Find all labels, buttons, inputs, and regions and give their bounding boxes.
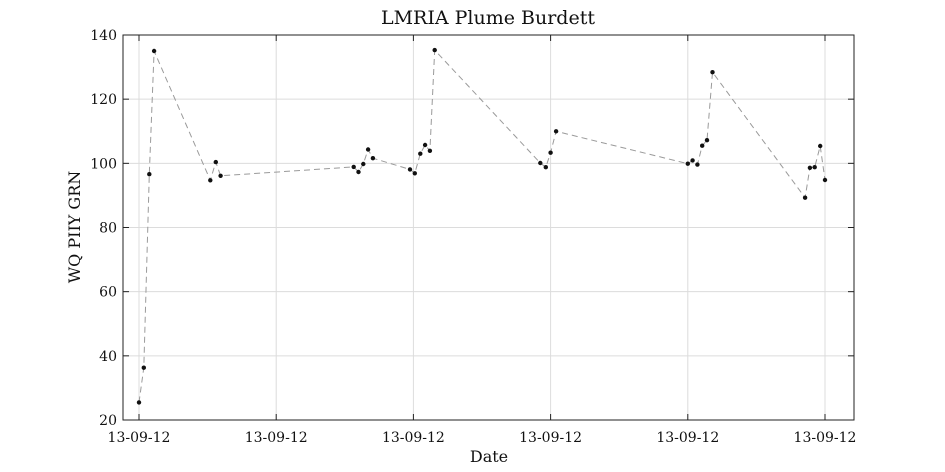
data-point (422, 142, 428, 148)
data-point (543, 165, 548, 170)
y-tick-label: 120 (90, 92, 117, 108)
data-point (213, 159, 218, 165)
y-tick-label: 20 (99, 413, 117, 429)
data-point (427, 148, 433, 153)
data-point (807, 165, 813, 170)
x-tick-label: 13-09-12 (794, 430, 857, 446)
data-point (351, 164, 356, 170)
y-tick-label: 40 (99, 349, 117, 365)
x-tick-label: 13-09-12 (382, 430, 445, 446)
data-point (418, 151, 423, 156)
data-point (822, 177, 828, 183)
x-tick-label: 13-09-12 (245, 430, 308, 446)
data-point (147, 172, 152, 177)
y-axis: 20 40 60 80 100 120 140 (90, 28, 854, 429)
data-point (700, 143, 705, 148)
data-point (690, 158, 695, 163)
data-point (356, 169, 361, 175)
data-point (365, 147, 371, 152)
data-point (218, 173, 223, 178)
series-line (138, 48, 826, 403)
data-point (151, 48, 157, 54)
data-point (812, 165, 817, 170)
x-axis: 13-09-12 13-09-12 13-09-12 13-09-12 13-09-12… (108, 35, 857, 446)
data-point (141, 365, 146, 370)
grid (123, 34, 854, 421)
x-axis-label: Date (470, 447, 508, 466)
data-point (695, 162, 700, 167)
data-point (802, 195, 808, 200)
data-point (407, 167, 413, 172)
x-tick-label: 13-09-12 (656, 430, 719, 446)
data-point (553, 129, 559, 134)
data-point (136, 400, 142, 405)
data-point (208, 178, 213, 183)
data-point (370, 156, 376, 161)
chart-title: LMRIA Plume Burdett (381, 7, 595, 29)
data-point (685, 161, 690, 166)
y-axis-label: WQ PIIY GRN (65, 171, 84, 284)
data-point (818, 143, 823, 149)
data-point (412, 171, 417, 176)
data-point (432, 47, 437, 53)
x-tick-label: 13-09-12 (519, 430, 582, 446)
y-tick-label: 100 (90, 156, 117, 172)
y-tick-label: 80 (99, 221, 117, 237)
data-point (704, 138, 710, 143)
data-point (548, 150, 553, 155)
y-tick-label: 140 (90, 28, 117, 44)
data-point (710, 70, 715, 75)
data-point (361, 161, 366, 167)
x-tick-label: 13-09-12 (108, 430, 171, 446)
y-tick-label: 60 (99, 285, 117, 301)
series-markers (136, 47, 828, 405)
data-point (538, 160, 543, 166)
